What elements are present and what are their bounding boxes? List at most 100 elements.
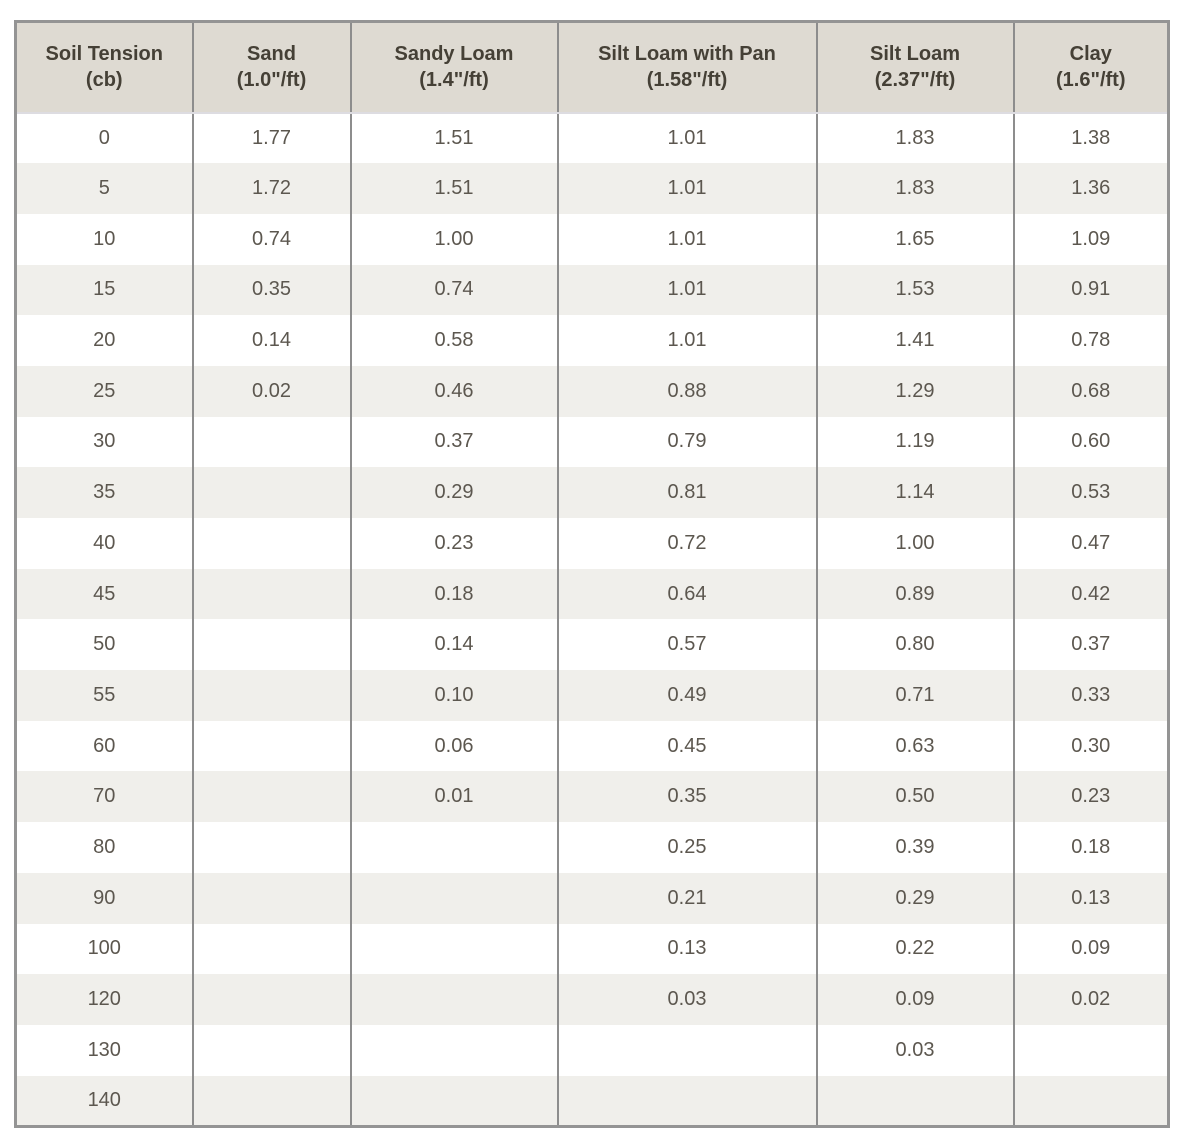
value-cell: 0.03 xyxy=(815,1024,1014,1076)
value-cell: 1.19 xyxy=(815,416,1014,468)
value-cell: 0.03 xyxy=(556,974,817,1025)
table-row: 25 0.02 0.46 0.88 1.29 0.68 xyxy=(15,365,1169,417)
value-cell xyxy=(191,1075,351,1127)
table-row: 100 0.13 0.22 0.09 xyxy=(15,923,1169,975)
value-cell xyxy=(1012,1024,1169,1076)
value-cell xyxy=(349,923,558,975)
soil-tension-cell: 15 xyxy=(93,278,116,301)
value-cell: 1.29 xyxy=(815,365,1014,417)
soil-tension-cell: 70 xyxy=(93,785,116,808)
value-cell xyxy=(191,467,351,518)
table-row: 120 0.03 0.09 0.02 xyxy=(15,974,1169,1025)
value-cell: 0.14 xyxy=(349,619,558,671)
value-cell xyxy=(191,619,351,671)
value-cell xyxy=(349,872,558,924)
value-cell xyxy=(349,1075,558,1127)
header-row: Soil Tension (cb) Sand (1.0"/ft) Sandy Loam (… xyxy=(15,21,1169,114)
value-cell: 0.25 xyxy=(556,822,817,873)
value-cell xyxy=(815,1075,1014,1127)
value-cell xyxy=(191,720,351,772)
column-header-clay: Clay (1.6"/ft) xyxy=(1012,21,1169,114)
value-cell xyxy=(191,974,351,1025)
value-cell: 0.71 xyxy=(815,670,1014,721)
value-cell: 0.50 xyxy=(815,771,1014,823)
soil-tension-cell: 30 xyxy=(93,430,116,453)
table-row: 20 0.14 0.58 1.01 1.41 0.78 xyxy=(15,315,1169,366)
value-cell: 0.45 xyxy=(556,720,817,772)
soil-tension-cell: 140 xyxy=(87,1088,121,1111)
soil-tension-cell: 20 xyxy=(93,329,116,352)
soil-tension-cell: 40 xyxy=(93,531,116,554)
column-header-sandy-loam: Sandy Loam (1.4"/ft) xyxy=(349,21,558,114)
value-cell xyxy=(349,974,558,1025)
value-cell: 0.39 xyxy=(815,822,1014,873)
soil-tension-cell: 45 xyxy=(93,582,116,605)
table-row: 40 0.23 0.72 1.00 0.47 xyxy=(15,518,1169,569)
value-cell: 1.01 xyxy=(556,163,817,214)
value-cell: 1.77 xyxy=(191,112,351,164)
value-cell: 0.29 xyxy=(815,872,1014,924)
table-row: 60 0.06 0.45 0.63 0.30 xyxy=(15,720,1169,772)
value-cell: 1.72 xyxy=(191,163,351,214)
value-cell xyxy=(191,1024,351,1076)
soil-tension-cell: 50 xyxy=(93,633,116,656)
value-cell xyxy=(191,518,351,569)
value-cell xyxy=(1012,1075,1169,1127)
value-cell: 0.22 xyxy=(815,923,1014,975)
value-cell: 0.72 xyxy=(556,518,817,569)
value-cell: 0.33 xyxy=(1012,670,1169,721)
table-row: 0 1.77 1.51 1.01 1.83 1.38 xyxy=(15,112,1169,164)
value-cell xyxy=(349,822,558,873)
value-cell: 1.51 xyxy=(349,112,558,164)
table-row: 70 0.01 0.35 0.50 0.23 xyxy=(15,771,1169,823)
value-cell: 0.23 xyxy=(1012,771,1169,823)
value-cell: 0.74 xyxy=(349,264,558,316)
value-cell: 1.65 xyxy=(815,213,1014,265)
table-row: 80 0.25 0.39 0.18 xyxy=(15,822,1169,873)
value-cell xyxy=(191,872,351,924)
table-row: 10 0.74 1.00 1.01 1.65 1.09 xyxy=(15,213,1169,265)
value-cell: 0.74 xyxy=(191,213,351,265)
value-cell: 0.47 xyxy=(1012,518,1169,569)
value-cell: 1.83 xyxy=(815,163,1014,214)
value-cell: 0.09 xyxy=(815,974,1014,1025)
column-header-sand: Sand (1.0"/ft) xyxy=(191,21,351,114)
value-cell: 0.49 xyxy=(556,670,817,721)
value-cell: 0.57 xyxy=(556,619,817,671)
value-cell: 1.14 xyxy=(815,467,1014,518)
value-cell xyxy=(191,670,351,721)
value-cell: 0.35 xyxy=(191,264,351,316)
value-cell: 1.00 xyxy=(815,518,1014,569)
column-header-silt-loam: Silt Loam (2.37"/ft) xyxy=(815,21,1014,114)
soil-tension-cell: 120 xyxy=(87,988,121,1011)
value-cell: 0.13 xyxy=(1012,872,1169,924)
value-cell: 0.64 xyxy=(556,568,817,620)
value-cell: 0.18 xyxy=(1012,822,1169,873)
soil-tension-cell: 90 xyxy=(93,886,116,909)
column-unit: (cb) xyxy=(85,69,123,92)
value-cell: 0.23 xyxy=(349,518,558,569)
value-cell: 0.60 xyxy=(1012,416,1169,468)
table-header: Soil Tension (cb) Sand (1.0"/ft) Sandy Loam (… xyxy=(15,21,1169,114)
value-cell: 0.35 xyxy=(556,771,817,823)
value-cell: 1.01 xyxy=(556,213,817,265)
table-row: 50 0.14 0.57 0.80 0.37 xyxy=(15,619,1169,671)
soil-tension-cell: 80 xyxy=(93,835,116,858)
value-cell: 0.68 xyxy=(1012,365,1169,417)
value-cell: 0.30 xyxy=(1012,720,1169,772)
value-cell: 0.18 xyxy=(349,568,558,620)
value-cell: 0.09 xyxy=(1012,923,1169,975)
value-cell: 0.21 xyxy=(556,872,817,924)
value-cell: 0.10 xyxy=(349,670,558,721)
value-cell: 0.14 xyxy=(191,315,351,366)
value-cell: 0.29 xyxy=(349,467,558,518)
value-cell: 0.89 xyxy=(815,568,1014,620)
table-row: 30 0.37 0.79 1.19 0.60 xyxy=(15,416,1169,468)
column-title: Clay xyxy=(1069,43,1112,66)
value-cell: 0.37 xyxy=(349,416,558,468)
column-title: Silt Loam with Pan xyxy=(598,43,776,66)
soil-tension-cell: 55 xyxy=(93,683,116,706)
value-cell: 0.91 xyxy=(1012,264,1169,316)
soil-tension-cell: 5 xyxy=(98,177,110,200)
